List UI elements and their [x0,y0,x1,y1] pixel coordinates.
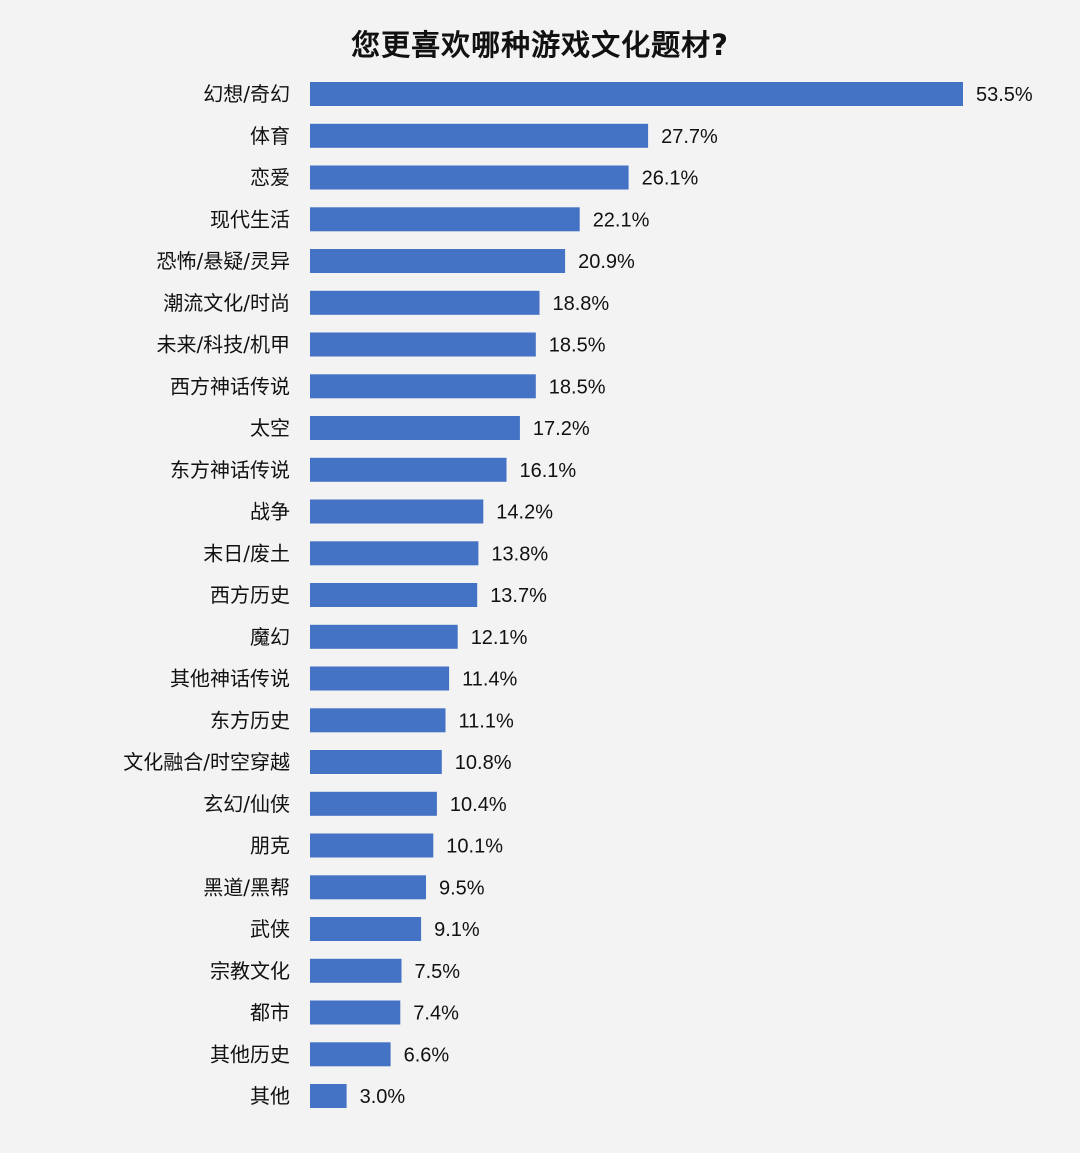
category-label-13: 魔幻 [250,625,290,649]
bar-16 [310,750,442,774]
category-label-14: 其他神话传说 [170,667,290,691]
category-label-2: 恋爱 [250,166,290,190]
value-label-10: 14.2% [496,502,553,524]
value-label-11: 13.8% [491,543,548,565]
value-label-0: 53.5% [976,84,1033,106]
value-labels-group: 53.5% 27.7% 26.1% 22.1% 20.9% 18.8% 18.5% 18.5%… [360,84,1033,1108]
bar-0 [310,82,963,106]
bar-15 [310,708,446,733]
bar-10 [310,499,484,524]
value-label-17: 10.4% [450,794,507,816]
value-label-12: 13.7% [490,585,547,607]
value-label-1: 27.7% [661,126,718,148]
bar-20 [310,917,422,941]
value-label-4: 20.9% [578,251,635,273]
category-label-22: 都市 [250,1001,290,1025]
bar-8 [310,416,520,440]
bar-1 [310,123,649,148]
category-label-23: 其他历史 [210,1042,290,1066]
bar-4 [310,249,566,273]
category-label-8: 太空 [250,416,290,440]
category-label-6: 未来/科技/机甲 [157,333,290,357]
category-label-5: 潮流文化/时尚 [163,291,290,315]
bar-3 [310,207,580,232]
value-label-22: 7.4% [413,1003,459,1025]
bar-13 [310,624,458,649]
bar-2 [310,165,629,190]
bar-9 [310,457,507,482]
value-label-7: 18.5% [549,376,606,398]
category-label-11: 末日/废土 [203,541,290,565]
bar-11 [310,541,479,566]
category-label-20: 武侠 [250,917,290,941]
category-label-7: 西方神话传说 [170,374,290,398]
bar-14 [310,666,450,691]
chart-title: 您更喜欢哪种游戏文化题材? [351,28,729,62]
category-label-15: 东方历史 [210,708,290,732]
value-label-18: 10.1% [446,836,503,858]
category-label-9: 东方神话传说 [170,458,290,482]
value-label-23: 6.6% [404,1044,450,1066]
value-label-21: 7.5% [415,961,461,983]
category-label-21: 宗教文化 [210,959,290,983]
value-label-5: 18.8% [553,293,610,315]
value-label-19: 9.5% [439,877,485,899]
category-label-17: 玄幻/仙侠 [203,792,290,816]
value-label-13: 12.1% [471,627,528,649]
value-label-9: 16.1% [520,460,577,482]
category-label-10: 战争 [250,500,290,524]
category-labels-group: 幻想/奇幻体育恋爱现代生活恐怖/悬疑/灵异潮流文化/时尚未来/科技/机甲西方神话… [123,82,290,1108]
category-label-18: 朋克 [250,834,290,858]
category-label-1: 体育 [250,124,290,148]
value-label-15: 11.1% [459,710,514,732]
category-label-19: 黑道/黑帮 [203,875,290,899]
bar-12 [310,583,478,607]
category-label-24: 其他 [250,1084,290,1108]
bar-19 [310,875,426,900]
bar-6 [310,332,536,357]
bar-22 [310,1000,401,1025]
bar-24 [310,1084,347,1108]
bar-18 [310,833,434,858]
bar-5 [310,290,540,315]
category-label-4: 恐怖/悬疑/灵异 [157,249,290,273]
value-label-3: 22.1% [593,209,650,231]
value-label-16: 10.8% [455,752,512,774]
bar-21 [310,958,402,983]
bar-7 [310,374,536,399]
value-label-14: 11.4% [462,669,517,691]
value-label-20: 9.1% [434,919,480,941]
value-label-24: 3.0% [360,1086,406,1108]
bar-23 [310,1042,391,1067]
bars-group [310,82,963,1108]
category-label-12: 西方历史 [210,583,290,607]
value-label-6: 18.5% [549,335,606,357]
category-label-0: 幻想/奇幻 [203,82,290,106]
bar-17 [310,791,437,816]
value-label-8: 17.2% [533,418,590,440]
category-label-3: 现代生活 [210,207,290,231]
category-label-16: 文化融合/时空穿越 [123,750,290,774]
value-label-2: 26.1% [642,168,699,190]
